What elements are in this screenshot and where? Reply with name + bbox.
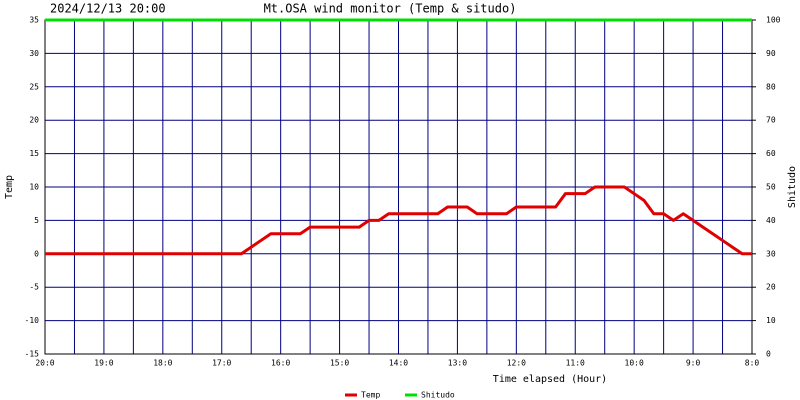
x-tick-label: 9:0 xyxy=(686,359,701,368)
series-line xyxy=(45,185,752,256)
x-tick-label: 16:0 xyxy=(271,359,290,368)
y-tick-label: 10 xyxy=(29,183,39,192)
y2-tick-label: 70 xyxy=(766,116,776,125)
y2-tick-label: 0 xyxy=(766,350,771,359)
y2-tick-label: 80 xyxy=(766,82,776,91)
legend-label: Shitudo xyxy=(421,391,455,400)
y-tick-label: 20 xyxy=(29,116,39,125)
legend-label: Temp xyxy=(361,391,380,400)
y-tick-label: 35 xyxy=(29,16,39,25)
x-tick-label: 10:0 xyxy=(625,359,644,368)
y2-tick-label: 90 xyxy=(766,49,776,58)
y-tick-label: -15 xyxy=(25,350,40,359)
y-tick-label: -10 xyxy=(25,316,40,325)
y2-tick-label: 100 xyxy=(766,16,781,25)
x-tick-label: 11:0 xyxy=(566,359,585,368)
x-tick-label: 17:0 xyxy=(212,359,231,368)
x-tick-label: 18:0 xyxy=(153,359,172,368)
y2-tick-label: 60 xyxy=(766,149,776,158)
chart-title: 2024/12/13 20:00 xyxy=(50,2,166,16)
y-axis-label: Temp xyxy=(4,175,15,199)
y-tick-label: -5 xyxy=(29,283,39,292)
y2-tick-label: 40 xyxy=(766,216,776,225)
y-tick-label: 5 xyxy=(34,216,39,225)
y-tick-label: 30 xyxy=(29,49,39,58)
x-tick-label: 13:0 xyxy=(448,359,467,368)
x-tick-label: 12:0 xyxy=(507,359,526,368)
x-tick-label: 8:0 xyxy=(745,359,760,368)
x-tick-label: 14:0 xyxy=(389,359,408,368)
y2-tick-label: 50 xyxy=(766,183,776,192)
x-tick-label: 19:0 xyxy=(94,359,113,368)
y2-axis-label: Shitudo xyxy=(787,166,798,208)
y-tick-label: 15 xyxy=(29,149,39,158)
x-axis-label: Time elapsed (Hour) xyxy=(493,374,607,385)
y-tick-label: 0 xyxy=(34,249,39,258)
x-tick-label: 20:0 xyxy=(35,359,54,368)
chart-subtitle: Mt.OSA wind monitor (Temp & situdo) xyxy=(264,2,517,16)
y2-tick-label: 20 xyxy=(766,283,776,292)
y2-tick-label: 30 xyxy=(766,249,776,258)
y2-tick-label: 10 xyxy=(766,316,776,325)
x-tick-label: 15:0 xyxy=(330,359,349,368)
y-tick-label: 25 xyxy=(29,82,39,91)
